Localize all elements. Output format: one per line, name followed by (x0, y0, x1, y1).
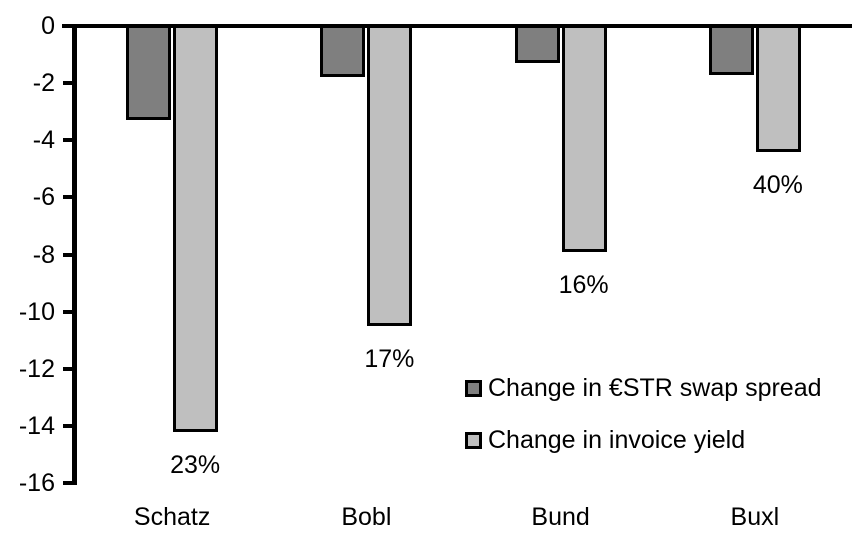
bar-bobl-invoice-yield (367, 26, 413, 326)
bar-bobl-swap-spread (320, 26, 366, 78)
y-tick-label-0: 0 (41, 12, 55, 40)
bar-schatz-swap-spread (126, 26, 172, 121)
legend-swatch-light-icon (465, 431, 482, 449)
category-label-buxl: Buxl (730, 503, 780, 531)
y-tick--6 (63, 195, 75, 200)
y-tick-label--14: -14 (18, 411, 55, 440)
y-axis-line (72, 24, 77, 485)
y-tick--16 (63, 481, 75, 485)
y-tick-label--6: -6 (32, 183, 55, 212)
bar-bund-invoice-yield (561, 26, 607, 252)
y-tick--10 (63, 309, 75, 314)
bar-schatz-invoice-yield (173, 26, 219, 432)
value-label-bobl: 17% (364, 344, 415, 373)
zero-baseline (62, 24, 852, 28)
y-tick--4 (63, 138, 75, 143)
legend-item-invoice-yield: Change in invoice yield (465, 426, 745, 454)
y-tick--12 (63, 366, 75, 371)
legend-label-invoice-yield: Change in invoice yield (488, 426, 746, 454)
y-tick-label--8: -8 (32, 240, 55, 269)
legend-item-swap-spread: Change in €STR swap spread (465, 374, 822, 402)
y-tick--2 (63, 81, 75, 86)
value-label-bund: 16% (558, 270, 609, 299)
category-label-schatz: Schatz (133, 503, 211, 531)
legend-label-swap-spread: Change in €STR swap spread (488, 374, 822, 402)
value-label-schatz: 23% (170, 450, 221, 479)
legend-swatch-dark-icon (465, 379, 482, 397)
category-label-bobl: Bobl (341, 503, 392, 531)
y-tick--8 (63, 252, 75, 257)
y-tick-label--12: -12 (18, 354, 55, 383)
y-tick--14 (63, 423, 75, 428)
bar-bund-swap-spread (514, 26, 560, 64)
y-tick-label--2: -2 (32, 69, 55, 98)
y-tick-label--10: -10 (18, 297, 55, 326)
bar-buxl-invoice-yield (755, 26, 801, 152)
bar-buxl-swap-spread (708, 26, 754, 75)
y-tick-label--16: -16 (18, 469, 55, 497)
category-label-bund: Bund (531, 503, 590, 531)
y-tick-label--4: -4 (32, 126, 55, 155)
value-label-buxl: 40% (752, 170, 803, 199)
